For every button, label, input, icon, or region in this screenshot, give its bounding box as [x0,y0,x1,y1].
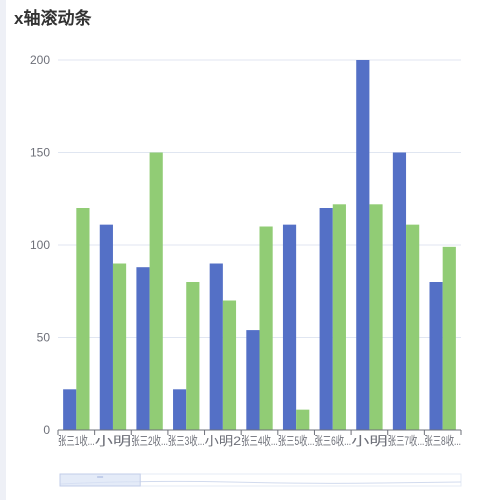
bar-series-1[interactable] [173,389,187,430]
x-tick-label: 小明2 [205,434,242,448]
bar-series-1[interactable] [319,208,333,430]
bar-series-2[interactable] [76,208,90,430]
bar-series-1[interactable] [63,389,77,430]
x-tick-label: 张三3收... [168,434,205,448]
bar-series-1[interactable] [246,330,260,430]
y-axis-ticks: 0 50 100 150 200 [30,53,50,437]
bar-series-2[interactable] [222,300,237,431]
bar-series-2[interactable] [332,204,346,430]
bar-series-2[interactable] [259,226,273,431]
datazoom-slider[interactable] [59,473,462,487]
x-tick-label: 张三5收... [278,434,315,448]
y-tick-label: 50 [37,331,51,345]
series-1-bars [63,60,443,430]
left-edge-strip [0,0,6,500]
x-tick-label: 小明 [351,434,388,448]
bar-series-2[interactable] [112,263,127,431]
chart-title: x轴滚动条 [14,9,92,28]
bar-series-1[interactable] [429,282,443,430]
bar-series-2[interactable] [369,204,383,430]
x-axis-ticks [57,430,462,435]
bar-series-1[interactable] [356,60,370,430]
bar-series-2[interactable] [149,152,163,431]
bar-series-2[interactable] [406,224,420,430]
bar-series-1[interactable] [136,267,150,430]
y-tick-label: 0 [43,423,50,437]
x-tick-label: 张三1收... [58,434,95,448]
x-tick-label: 张三2收... [131,434,168,448]
y-tick-label: 150 [30,146,50,160]
x-tick-label: 张三4收... [241,434,278,448]
y-tick-label: 100 [30,238,50,252]
x-tick-label: 张三8收... [424,434,461,448]
x-tick-label: 张三6收... [314,434,351,448]
bar-series-1[interactable] [209,263,223,431]
x-tick-label: 小明 [95,434,132,448]
series-2-bars [76,152,456,431]
x-axis-labels: 张三1收... 小明 张三2收... 张三3收... 小明2 张三4收... 张三5收...… [58,434,461,448]
x-tick-label: 张三7收... [388,434,425,448]
bar-series-1[interactable] [282,224,297,430]
bar-series-1[interactable] [99,224,113,430]
bar-series-1[interactable] [392,152,407,431]
bar-series-2[interactable] [442,246,456,430]
datazoom-selection[interactable] [59,473,141,487]
y-tick-label: 200 [30,53,50,67]
bar-series-2[interactable] [296,409,310,430]
bar-series-2[interactable] [186,282,200,430]
